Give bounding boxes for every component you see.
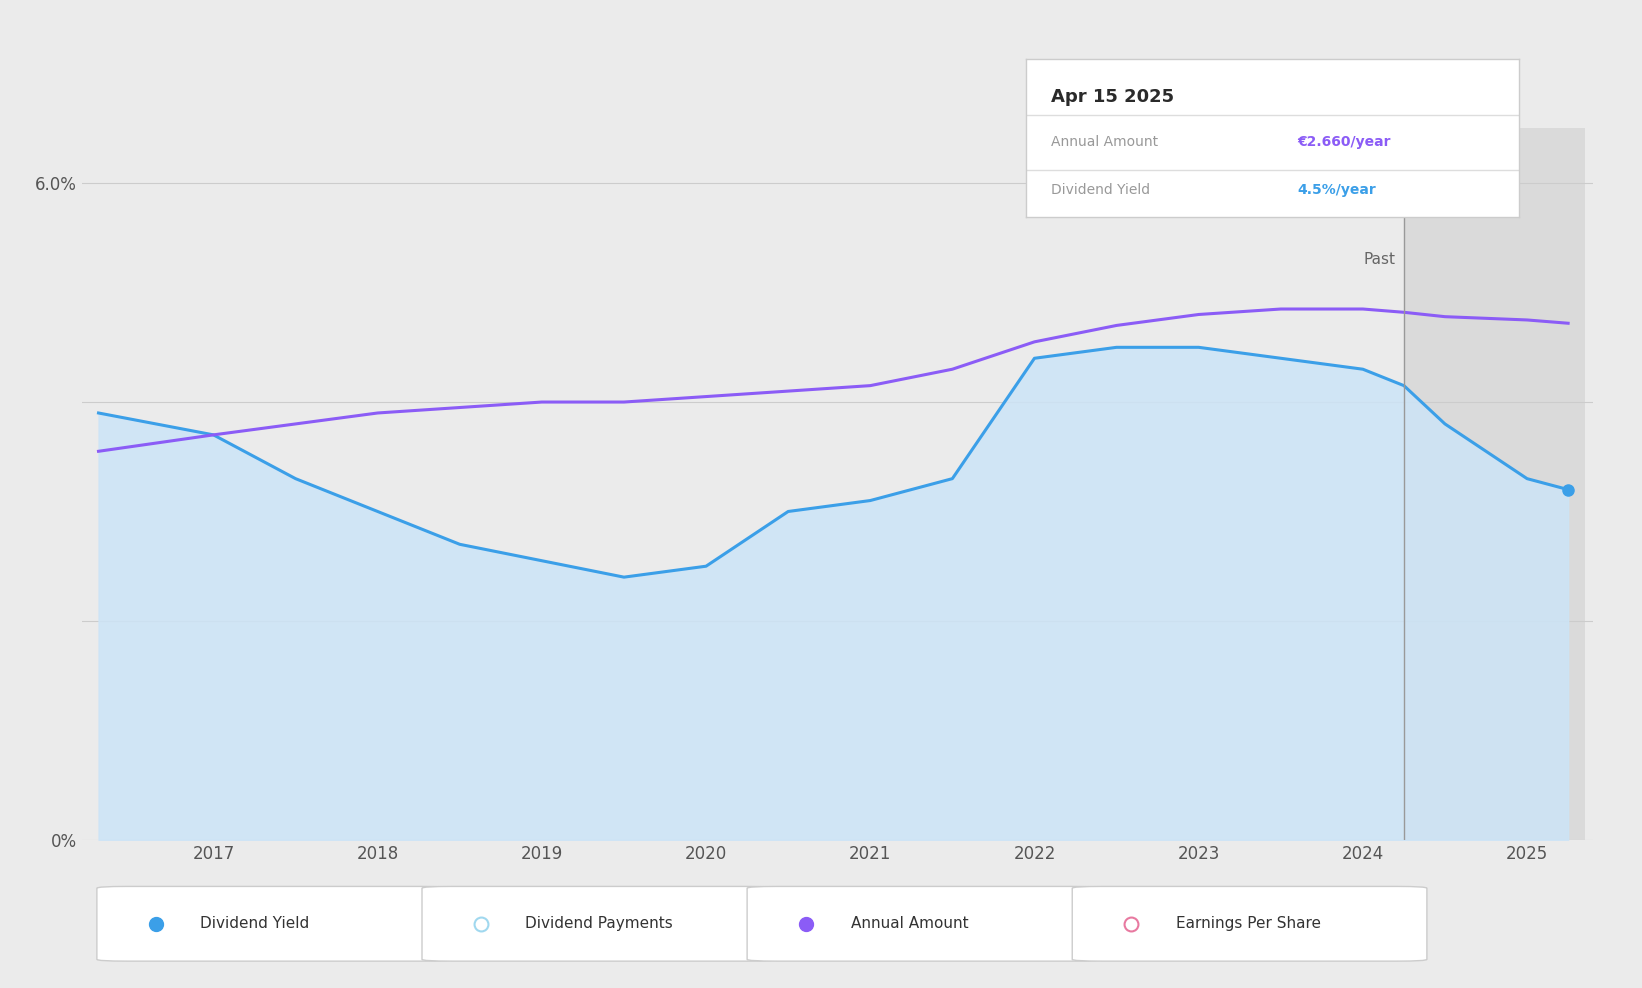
- Text: Dividend Yield: Dividend Yield: [200, 916, 310, 932]
- FancyBboxPatch shape: [1072, 886, 1427, 961]
- FancyBboxPatch shape: [422, 886, 777, 961]
- Text: Past: Past: [1365, 252, 1396, 268]
- Text: Annual Amount: Annual Amount: [851, 916, 969, 932]
- Text: €2.660/year: €2.660/year: [1297, 135, 1391, 149]
- Text: Dividend Payments: Dividend Payments: [525, 916, 673, 932]
- FancyBboxPatch shape: [747, 886, 1102, 961]
- Text: Apr 15 2025: Apr 15 2025: [1051, 88, 1174, 106]
- Text: Dividend Yield: Dividend Yield: [1051, 183, 1149, 197]
- Text: Annual Amount: Annual Amount: [1051, 135, 1158, 149]
- Text: Earnings Per Share: Earnings Per Share: [1176, 916, 1320, 932]
- Text: 4.5%/year: 4.5%/year: [1297, 183, 1376, 197]
- FancyBboxPatch shape: [97, 886, 452, 961]
- Bar: [1404, 128, 1585, 840]
